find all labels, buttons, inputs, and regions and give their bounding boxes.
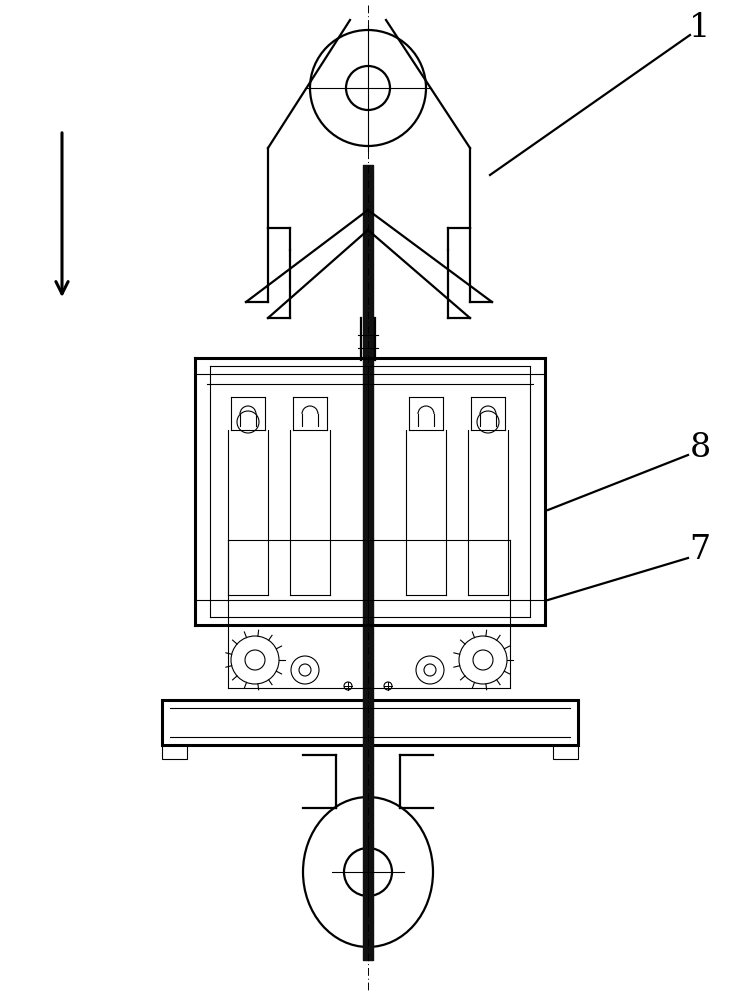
Text: 8: 8	[689, 432, 710, 464]
Text: 7: 7	[689, 534, 710, 566]
Bar	[162, 745, 187, 759]
Text: 1: 1	[689, 12, 710, 44]
Bar	[553, 745, 578, 759]
Bar	[162, 700, 578, 745]
